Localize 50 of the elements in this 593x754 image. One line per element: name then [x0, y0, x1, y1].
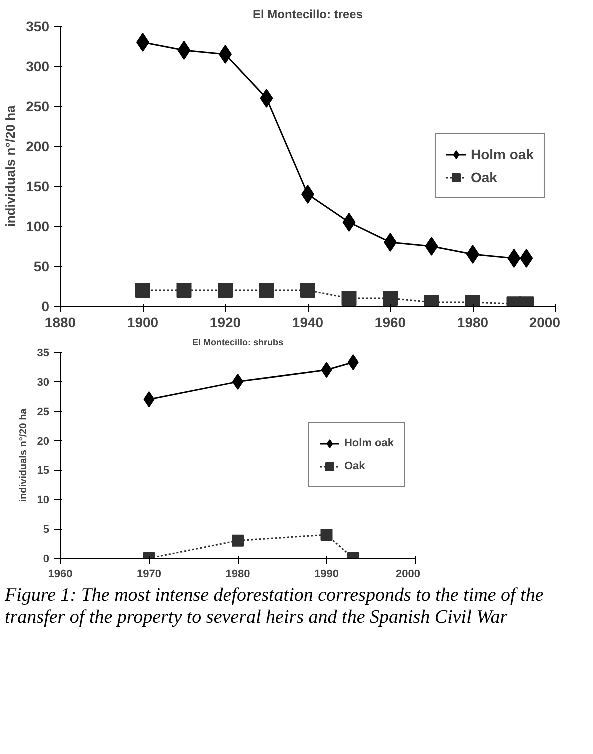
x-tick-label: 1960: [374, 314, 406, 330]
x-tick-label: 1940: [292, 314, 324, 330]
point: [383, 291, 398, 306]
y-tick-label: 15: [37, 465, 50, 478]
x-tick-label: 1980: [457, 314, 489, 330]
point: [508, 249, 521, 268]
chart-title: El Montecillo: trees: [252, 8, 364, 22]
x-tick-label: 1880: [44, 314, 76, 330]
x-tick-label: 2000: [396, 568, 421, 580]
point: [520, 249, 534, 268]
x-tick-label: 2000: [529, 314, 561, 330]
caption: Figure 1: The most intense deforestation corresponds to the time of the transfer of the property to several heirs and the Spanish Civil War: [5, 585, 545, 629]
x-tick-label: 1960: [48, 568, 73, 580]
y-tick-label: 0: [43, 554, 50, 566]
y-tick-label: 30: [37, 376, 50, 389]
x-tick-label: 1970: [137, 568, 162, 580]
y-tick-label: 25: [37, 406, 50, 418]
y-tick-label: 0: [42, 298, 50, 314]
point: [176, 283, 192, 298]
point: [300, 283, 316, 298]
point: [136, 283, 150, 298]
chart-title: El Montecillo: shrubs: [192, 338, 284, 348]
y-tick-label: 35: [37, 348, 50, 360]
legend-label: Oak: [470, 170, 498, 186]
y-tick-label: 10: [37, 494, 50, 507]
point: [218, 283, 233, 298]
y-tick-label: 200: [26, 138, 50, 154]
legend-label: Holm oak: [470, 146, 534, 162]
y-tick-label: 150: [26, 178, 50, 194]
y-tick-label: 250: [26, 98, 50, 114]
y-tick-label: 50: [34, 258, 50, 274]
y-tick-label: 350: [26, 18, 50, 34]
y-axis-title: individuals n°/20 ha: [3, 104, 18, 228]
point: [342, 213, 356, 232]
x-tick-label: 1980: [226, 568, 250, 580]
y-tick-label: 100: [26, 218, 50, 234]
y-tick-label: 5: [43, 524, 50, 536]
y-tick-label: 300: [26, 58, 50, 74]
point: [342, 291, 357, 306]
legend-label: Oak: [344, 460, 366, 472]
point: [178, 41, 191, 60]
x-tick-label: 1990: [314, 568, 339, 580]
point: [260, 89, 274, 108]
x-tick-label: 1900: [127, 314, 159, 330]
point: [425, 237, 438, 256]
x-tick-label: 1920: [210, 314, 242, 330]
point: [259, 283, 274, 298]
y-tick-label: 20: [37, 436, 50, 448]
y-axis-title: individuals n°/20 ha: [18, 408, 30, 502]
legend-label: Holm oak: [344, 438, 394, 450]
